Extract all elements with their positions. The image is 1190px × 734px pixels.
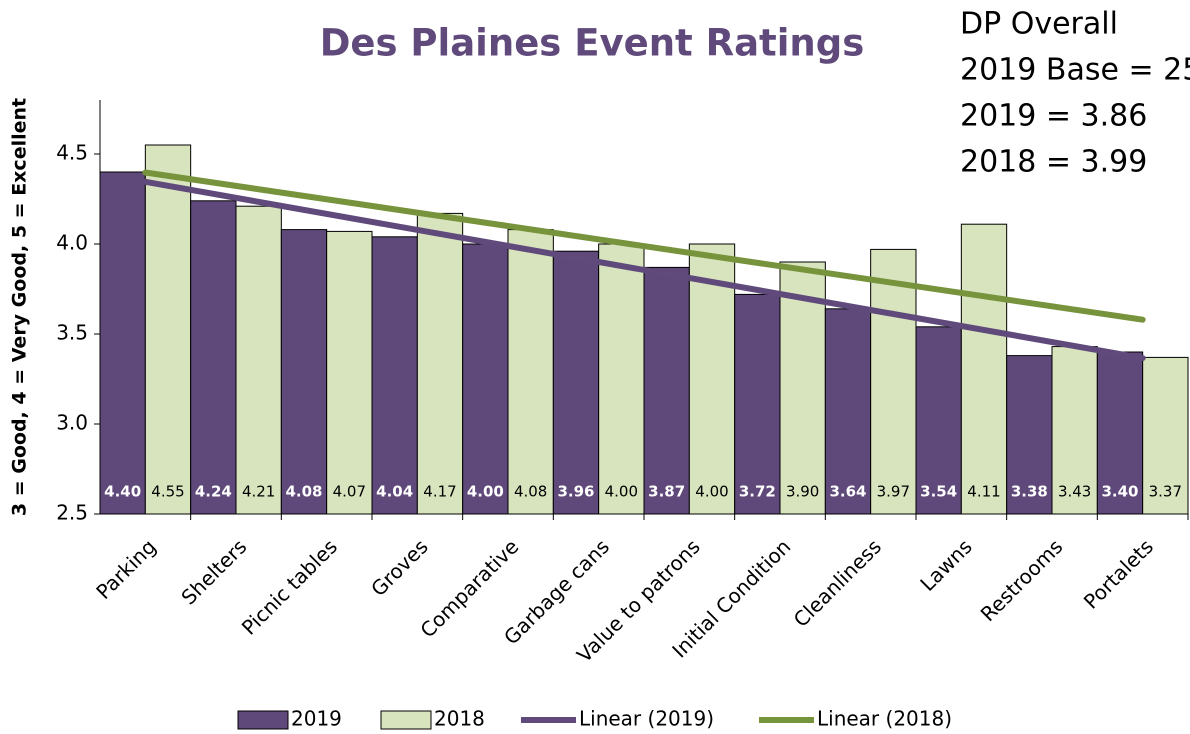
- data-label: 3.97: [877, 483, 910, 501]
- bar: [688, 243, 736, 515]
- x-tick-label: Restrooms: [976, 534, 1068, 626]
- legend-swatch: [237, 710, 289, 730]
- annotation: 2019 Base = 25: [960, 53, 1190, 88]
- x-tick-label: Picnic tables: [237, 534, 342, 639]
- data-label: 4.00: [467, 483, 504, 501]
- bar: [99, 171, 146, 515]
- data-label: 4.00: [695, 483, 728, 501]
- data-label: 4.21: [242, 483, 275, 501]
- data-label: 3.96: [557, 483, 594, 501]
- bar: [416, 212, 464, 515]
- bar: [235, 205, 282, 515]
- bar: [190, 200, 237, 515]
- trendline: [142, 178, 1146, 362]
- bar: [462, 243, 509, 515]
- x-tick-label: Portalets: [1079, 534, 1158, 613]
- bar: [870, 248, 917, 515]
- x-tick-label: Cleanliness: [789, 534, 886, 631]
- bar: [326, 230, 373, 515]
- bar: [1096, 351, 1144, 515]
- bar: [280, 229, 328, 515]
- data-label: 3.37: [1149, 483, 1182, 501]
- y-axis-label: 3 = Good, 4 = Very Good, 5 = Excellent: [9, 98, 31, 516]
- bar: [507, 229, 554, 515]
- data-label: 4.07: [333, 483, 366, 501]
- bar: [1142, 356, 1189, 515]
- y-tick-label: 2.5: [56, 501, 88, 525]
- bar: [371, 236, 418, 515]
- y-tick-label: 3.5: [56, 321, 88, 345]
- y-tick-label: 4.0: [56, 231, 88, 255]
- bar: [1006, 355, 1053, 515]
- data-label: 3.38: [1011, 483, 1048, 501]
- data-label: 3.90: [786, 483, 819, 501]
- data-label: 4.17: [423, 483, 456, 501]
- data-label: 4.55: [151, 483, 184, 501]
- data-label: 4.08: [514, 483, 547, 501]
- bar: [643, 266, 690, 515]
- legend-label: 2018: [434, 707, 485, 731]
- bar: [1051, 346, 1098, 515]
- x-tick-label: Groves: [366, 534, 433, 601]
- x-tick-label: Shelters: [176, 534, 251, 609]
- chart-title: Des Plaines Event Ratings: [320, 22, 865, 65]
- legend-label: 2019: [291, 707, 342, 731]
- bar: [552, 250, 600, 515]
- x-tick-label: Lawns: [915, 534, 976, 595]
- data-label: 3.64: [829, 483, 866, 501]
- y-tick-label: 3.0: [56, 411, 88, 435]
- data-label: 3.72: [739, 483, 776, 501]
- annotation: 2019 = 3.86: [960, 99, 1147, 134]
- legend-label: Linear (2019): [579, 707, 714, 731]
- annotation: 2018 = 3.99: [960, 145, 1147, 180]
- legend-swatch: [380, 710, 432, 730]
- data-label: 4.11: [967, 483, 1000, 501]
- data-label: 3.87: [648, 483, 685, 501]
- bar: [915, 326, 962, 515]
- bar: [598, 243, 645, 515]
- y-tick-label: 4.5: [56, 141, 88, 165]
- x-tick-label: Parking: [91, 534, 160, 603]
- data-label: 3.40: [1101, 483, 1138, 501]
- data-label: 3.43: [1058, 483, 1091, 501]
- data-label: 4.08: [285, 483, 322, 501]
- bar: [144, 144, 192, 515]
- bar: [734, 293, 781, 515]
- bar: [960, 223, 1008, 515]
- data-label: 3.54: [920, 483, 957, 501]
- legend-label: Linear (2018): [817, 707, 952, 731]
- data-label: 4.24: [195, 483, 232, 501]
- data-label: 4.00: [605, 483, 638, 501]
- data-label: 4.04: [376, 483, 413, 501]
- data-label: 4.40: [104, 483, 141, 501]
- annotation: DP Overall: [960, 7, 1118, 42]
- trendline: [142, 169, 1146, 323]
